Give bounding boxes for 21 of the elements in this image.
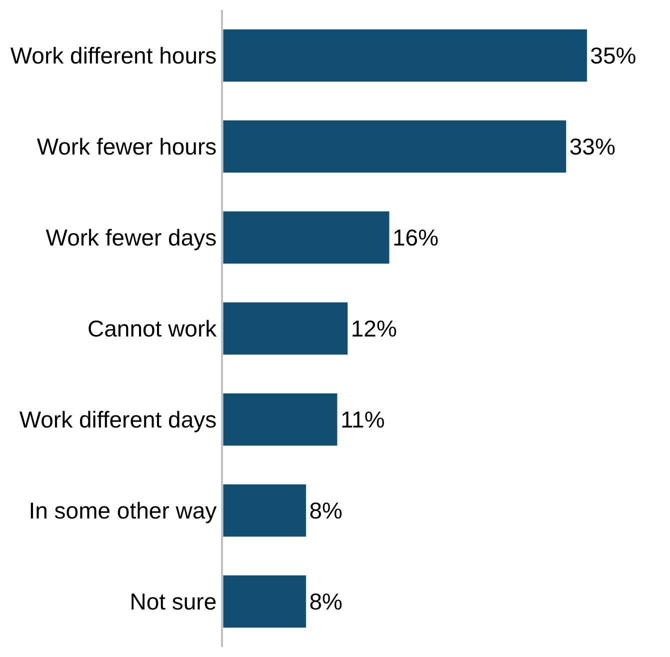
y-tick-label: In some other way xyxy=(28,498,218,524)
bar xyxy=(223,28,588,82)
data-label: 33% xyxy=(569,134,616,160)
data-label: 12% xyxy=(350,316,397,342)
bar xyxy=(223,574,306,628)
y-tick-label: Not sure xyxy=(130,588,217,615)
y-tick-label: Work fewer days xyxy=(46,224,217,251)
y-tick-label: Work different days xyxy=(19,406,217,433)
data-label: 8% xyxy=(309,588,342,614)
y-tick-label: Cannot work xyxy=(88,316,218,342)
data-label: 8% xyxy=(309,498,342,524)
bar xyxy=(223,120,567,174)
y-tick-label: Work fewer hours xyxy=(36,134,217,160)
bar xyxy=(223,210,390,264)
bar xyxy=(223,302,348,356)
y-tick-label: Work different hours xyxy=(10,42,217,69)
data-label: 16% xyxy=(392,224,439,250)
data-label: 11% xyxy=(340,406,385,432)
bar xyxy=(223,484,306,538)
data-label: 35% xyxy=(590,42,636,68)
bar xyxy=(223,392,338,446)
